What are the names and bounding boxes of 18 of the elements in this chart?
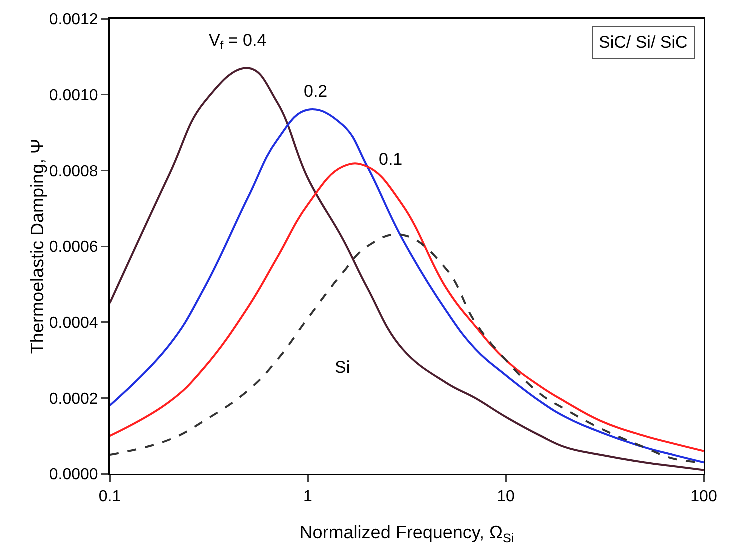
annotation: SiC/ Si/ SiC	[599, 33, 688, 52]
y-tick-label: 0.0004	[49, 314, 98, 332]
y-tick-label: 0.0000	[49, 466, 98, 484]
y-tick-label: 0.0002	[49, 390, 98, 408]
x-tick-label: 10	[497, 488, 515, 506]
y-tick-label: 0.0008	[49, 163, 98, 180]
text: Si	[335, 358, 350, 377]
series-label: 0.1	[379, 150, 403, 169]
x-axis-title: Normalized Frequency, Ω$_{Si}$	[300, 522, 514, 546]
y-tick-label: 0.0010	[49, 87, 98, 104]
x-tick-label: 1	[304, 488, 313, 506]
x-tick-label: 0.1	[98, 488, 122, 506]
series-label: V$_{f}$ = 0.4	[209, 31, 267, 53]
y-axis-title: Thermoelastic Damping, Ψ	[27, 138, 48, 354]
y-tick-label: 0.0012	[49, 12, 98, 29]
series-label: 0.2	[304, 82, 328, 101]
y-tick-label: 0.0006	[49, 239, 98, 256]
x-tick-label: 100	[690, 488, 718, 506]
